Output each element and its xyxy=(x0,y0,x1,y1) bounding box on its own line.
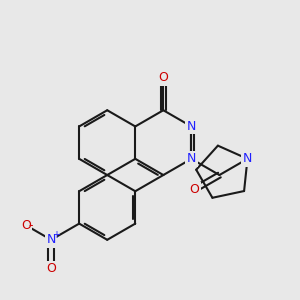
Text: O: O xyxy=(189,183,199,196)
Text: O: O xyxy=(46,262,56,275)
Text: N: N xyxy=(187,120,196,133)
Text: N: N xyxy=(46,233,56,246)
Text: O: O xyxy=(158,71,168,84)
Text: N: N xyxy=(187,152,196,165)
Text: -: - xyxy=(28,219,33,232)
Text: N: N xyxy=(243,152,252,165)
Text: O: O xyxy=(21,219,31,232)
Text: +: + xyxy=(52,230,59,240)
